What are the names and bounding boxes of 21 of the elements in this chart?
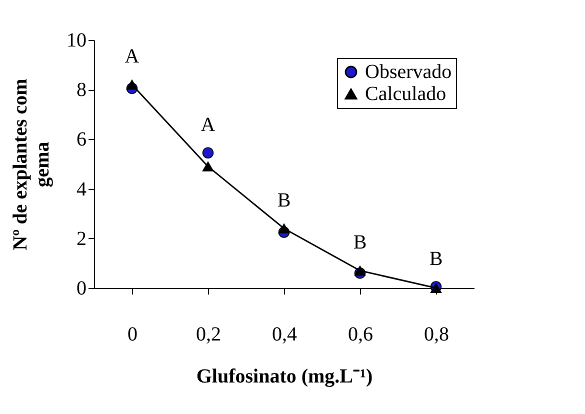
annotation: A [200, 114, 216, 136]
x-tick-label: 0 [128, 324, 138, 346]
y-tick-label: 6 [76, 128, 86, 151]
x-tick-label: 0,2 [196, 324, 221, 346]
y-tick-label: 8 [76, 79, 86, 102]
annotation: B [353, 232, 367, 254]
point [202, 147, 214, 158]
annotation: B [277, 189, 291, 212]
y-axis-title: Nº de explantes com gema [10, 78, 54, 250]
y-tick-label: 2 [76, 228, 86, 250]
x-axis-title: Glufosinato (mg.L⁻¹) [196, 366, 373, 388]
y-tick-label: 4 [76, 178, 86, 200]
annotation: A [124, 46, 140, 68]
x-tick-label: 0,6 [348, 324, 373, 346]
x-tick-label: 0,4 [272, 324, 297, 346]
legend-label: Calculado [365, 83, 446, 105]
y-tick-label: 10 [66, 30, 86, 52]
x-tick-label: 0,8 [424, 324, 449, 346]
legend-label: Observado [365, 61, 452, 83]
annotation: B [429, 248, 443, 270]
y-tick-label: 0 [76, 278, 86, 300]
